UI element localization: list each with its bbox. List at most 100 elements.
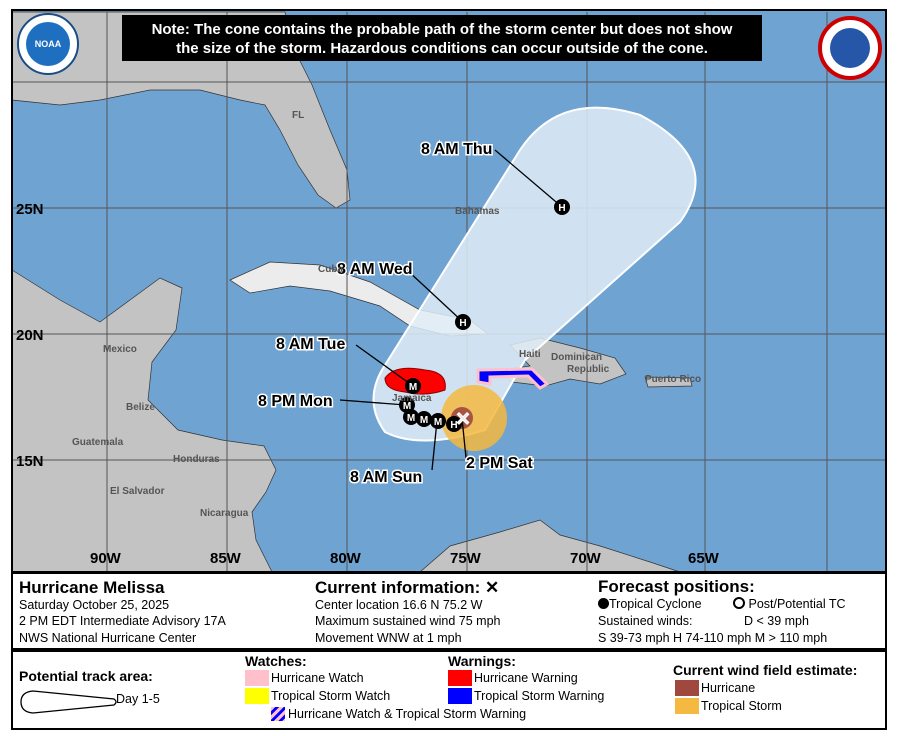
ts-wind-swatch [675, 698, 699, 714]
svg-text:M: M [409, 382, 417, 393]
legend-panel: Potential track area: Day 1-5 Watches: H… [11, 650, 887, 730]
note-line-1: Note: The cone contains the probable pat… [152, 21, 733, 38]
current-position-x: ✕ [455, 409, 470, 429]
svg-text:Bahamas: Bahamas [455, 206, 500, 217]
post-tc-legend: Post/Potential TC [733, 597, 846, 611]
tc-legend: Tropical Cyclone [598, 597, 702, 611]
svg-text:Belize: Belize [126, 402, 155, 413]
combo-swatch [271, 707, 285, 721]
svg-text:15N: 15N [16, 453, 44, 470]
d-category: D < 39 mph [744, 614, 809, 628]
svg-text:H: H [558, 203, 565, 214]
svg-text:El Salvador: El Salvador [110, 486, 165, 497]
marker-major: M [405, 378, 421, 394]
ts-wind-field [441, 385, 507, 451]
current-info-title: Current information: ✕ [315, 578, 500, 597]
ts-warning-swatch [448, 688, 472, 704]
svg-text:20N: 20N [16, 327, 44, 344]
svg-text:Nicaragua: Nicaragua [200, 508, 249, 519]
note-line-2: the size of the storm. Hazardous conditi… [176, 40, 708, 57]
hurricane-wind-swatch [675, 680, 699, 696]
puerto-rico [644, 376, 693, 388]
svg-text:NOAA: NOAA [35, 39, 62, 49]
marker-major: M [403, 409, 419, 425]
grid [12, 12, 886, 572]
svg-text:M: M [420, 415, 428, 426]
filled-circle-icon [598, 598, 609, 609]
svg-text:Dominican: Dominican [551, 352, 602, 363]
noaa-logo: NOAA [17, 13, 79, 75]
ts-wind-label: Tropical Storm [701, 699, 782, 713]
track-area-title: Potential track area: [19, 668, 153, 684]
svg-text:85W: 85W [210, 550, 242, 567]
svg-text:75W: 75W [450, 550, 482, 567]
svg-text:Honduras: Honduras [173, 454, 220, 465]
ts-warning-area [476, 367, 550, 390]
svg-text:70W: 70W [570, 550, 602, 567]
open-circle-icon [733, 597, 745, 609]
advisory: 2 PM EDT Intermediate Advisory 17A [19, 614, 226, 628]
svg-text:Jamaica: Jamaica [392, 393, 432, 404]
center-location: Center location 16.6 N 75.2 W [315, 598, 483, 612]
x-icon: ✕ [485, 578, 500, 597]
forecast-title: Forecast positions: [598, 577, 755, 596]
svg-text:Republic: Republic [567, 364, 610, 375]
svg-text:8 PM Mon: 8 PM Mon [258, 393, 333, 410]
svg-text:Puerto Rico: Puerto Rico [645, 374, 701, 385]
storm-name: Hurricane Melissa [19, 578, 165, 597]
day-label: Day 1-5 [116, 692, 160, 706]
hurricane-watch-label: Hurricane Watch [271, 671, 364, 685]
svg-text:M: M [407, 413, 415, 424]
wind-categories: S 39-73 mph H 74-110 mph M > 110 mph [598, 631, 828, 645]
hurricane-watch-swatch [245, 670, 269, 686]
date: Saturday October 25, 2025 [19, 598, 170, 612]
movement: Movement WNW at 1 mph [315, 631, 462, 645]
sustained-winds-label: Sustained winds: [598, 614, 693, 628]
wind-field-title: Current wind field estimate: [673, 662, 858, 678]
svg-text:M: M [434, 417, 442, 428]
hurricane-warning-label: Hurricane Warning [474, 671, 578, 685]
svg-text:Mexico: Mexico [103, 344, 137, 355]
issuing-center: NWS National Hurricane Center [19, 631, 197, 645]
svg-text:8 AM Wed: 8 AM Wed [337, 261, 413, 278]
svg-text:2 PM Sat: 2 PM Sat [466, 455, 533, 472]
track-markers: H H M M M M M H ✕ [399, 199, 570, 432]
marker-hurricane: H [554, 199, 570, 215]
svg-text:8 AM Sun: 8 AM Sun [350, 469, 422, 486]
marker-hurricane: H [455, 314, 471, 330]
svg-text:8 AM Thu: 8 AM Thu [421, 141, 492, 158]
combo-label: Hurricane Watch & Tropical Storm Warning [288, 707, 527, 721]
forecast-cone [372, 106, 697, 442]
svg-text:Haiti: Haiti [519, 349, 541, 360]
track-labels: 8 AM Thu 8 AM Wed 8 AM Tue 8 PM Mon 8 AM… [257, 140, 535, 488]
ts-watch-label: Tropical Storm Watch [271, 689, 391, 703]
svg-text:FL: FL [292, 110, 304, 121]
ts-warning-label: Tropical Storm Warning [474, 689, 605, 703]
marker-hurricane: H [446, 416, 462, 432]
ts-watch-swatch [245, 688, 269, 704]
leader-lines [339, 149, 563, 471]
watches-title: Watches: [245, 653, 307, 669]
nws-logo [818, 16, 882, 80]
place-labels: FL Bahamas Cuba Mexico Belize Guatemala … [72, 110, 701, 519]
svg-text:90W: 90W [90, 550, 122, 567]
warnings-title: Warnings: [448, 653, 516, 669]
mexico-central-america [11, 269, 277, 573]
marker-major: M [430, 413, 446, 429]
note-box [122, 15, 762, 61]
svg-text:65W: 65W [688, 550, 720, 567]
cone-shape-icon [20, 690, 117, 714]
svg-text:Cuba: Cuba [318, 264, 343, 275]
max-wind: Maximum sustained wind 75 mph [315, 614, 501, 628]
svg-text:8 AM Tue: 8 AM Tue [276, 336, 345, 353]
svg-text:25N: 25N [16, 201, 44, 218]
svg-text:M: M [403, 401, 411, 412]
info-panel: Hurricane Melissa Saturday October 25, 2… [11, 572, 887, 650]
hurricane-wind-label: Hurricane [701, 681, 756, 695]
axis-labels: 90W 85W 80W 75W 70W 65W 25N 20N 15N [16, 201, 720, 567]
svg-text:Guatemala: Guatemala [72, 437, 124, 448]
marker-major: M [416, 411, 432, 427]
svg-text:H: H [459, 318, 466, 329]
